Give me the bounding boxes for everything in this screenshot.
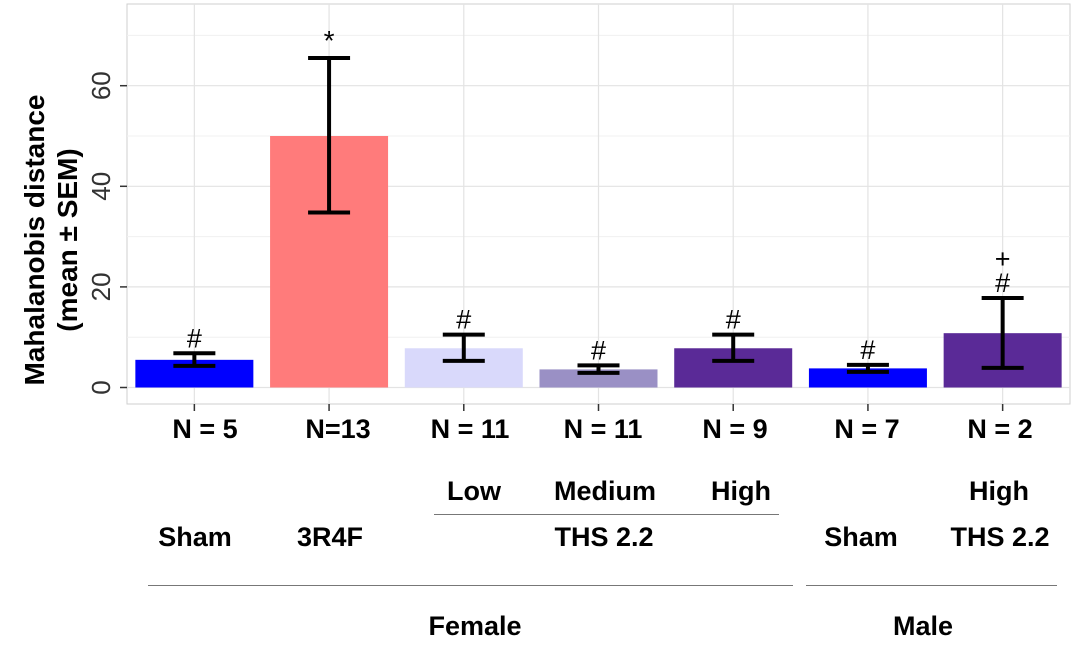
- y-tick-label: 0: [86, 380, 116, 394]
- significance-marker-4: #: [726, 305, 741, 335]
- bar-5: [808, 368, 927, 388]
- significance-marker-3: #: [591, 335, 606, 365]
- significance-marker-6: +: [995, 244, 1011, 274]
- y-axis-title: Mahalanobis distance (mean ± SEM): [18, 95, 84, 386]
- group-label-sham-female: Sham: [158, 522, 232, 552]
- group-label-ths-male: THS 2.2: [950, 522, 1050, 552]
- y-tick-label: 40: [86, 172, 116, 201]
- sex-label-male: Male: [892, 611, 954, 641]
- significance-marker-2: #: [456, 305, 471, 335]
- y-axis-title-line2: (mean ± SEM): [52, 148, 83, 332]
- male-bracket-line: [806, 585, 1057, 586]
- dose-label-low: Low: [447, 476, 501, 506]
- n-label-3r4f: N=13: [305, 414, 371, 444]
- group-label-sham-male: Sham: [824, 522, 898, 552]
- group-label-ths-female: THS 2.2: [554, 522, 654, 552]
- significance-marker-1: *: [324, 25, 335, 56]
- n-label-ths-male-high: N = 2: [967, 414, 1033, 444]
- n-label-ths-medium: N = 11: [563, 414, 643, 444]
- group-label-3r4f: 3R4F: [296, 522, 364, 552]
- significance-marker-0: #: [187, 323, 202, 353]
- n-label-sham-male: N = 7: [834, 414, 900, 444]
- y-tick-label: 20: [86, 272, 116, 301]
- bar-3: [539, 369, 658, 388]
- female-bracket-line: [148, 585, 793, 586]
- significance-marker-5: #: [860, 335, 875, 365]
- n-label-ths-low: N = 11: [430, 414, 510, 444]
- y-tick-label: 60: [86, 71, 116, 100]
- y-axis-title-line1: Mahalanobis distance: [19, 94, 50, 386]
- significance-marker-6: #: [995, 268, 1010, 298]
- sex-label-female: Female: [428, 611, 522, 641]
- dose-label-medium: Medium: [553, 476, 657, 506]
- n-label-sham-female: N = 5: [172, 414, 238, 444]
- n-label-ths-high: N = 9: [702, 414, 768, 444]
- dose-label-high-female: High: [711, 476, 771, 506]
- ths-dose-bracket-line: [434, 514, 779, 515]
- dose-label-high-male: High: [969, 476, 1029, 506]
